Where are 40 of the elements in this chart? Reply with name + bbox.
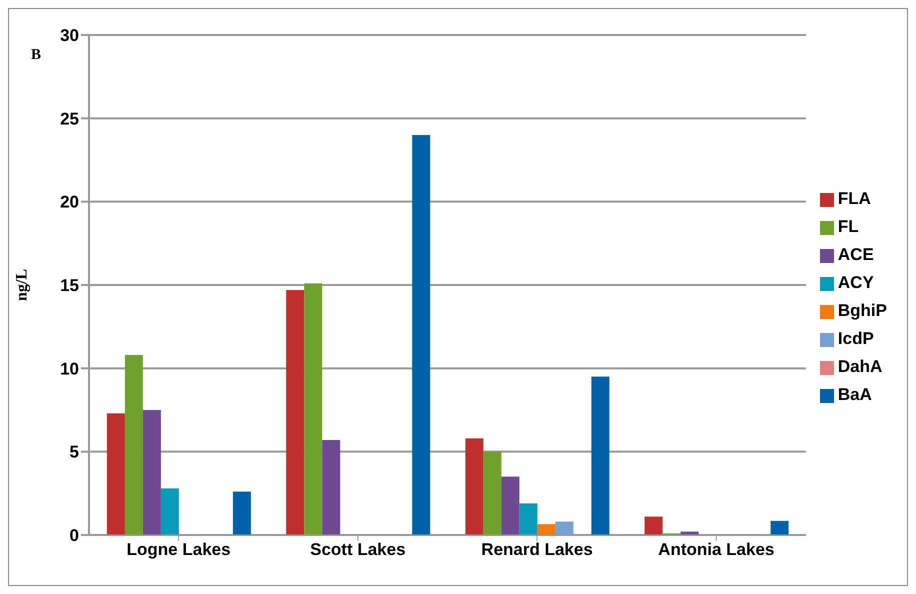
bar (770, 520, 789, 535)
legend-label: FL (838, 217, 859, 236)
bar (160, 488, 179, 535)
x-tick-label: Antonia Lakes (658, 540, 774, 560)
bar (555, 522, 574, 535)
legend-label: ACE (838, 245, 874, 264)
x-tick-label: Logne Lakes (126, 540, 231, 560)
legend-label: BghiP (838, 301, 887, 320)
bar (501, 476, 520, 535)
bar (322, 440, 340, 535)
x-tick-label: Renard Lakes (481, 540, 593, 560)
bar (537, 524, 556, 535)
bar (465, 438, 484, 535)
y-tick-label: 10 (60, 359, 79, 378)
bar (644, 516, 663, 535)
text: B (31, 47, 42, 64)
y-tick-label: 25 (60, 109, 79, 128)
bar (483, 452, 502, 535)
y-tick-label: 30 (60, 26, 79, 46)
y-tick-label: 20 (60, 192, 79, 212)
legend-label: DahA (838, 357, 882, 376)
bar (124, 355, 143, 535)
bar (286, 290, 304, 535)
bar (519, 503, 538, 535)
legend-label: BaA (838, 385, 872, 404)
legend-label: FLA (838, 189, 871, 208)
legend-label: IcdP (838, 329, 874, 348)
bar (412, 135, 430, 535)
bar (106, 413, 125, 535)
y-tick-label: 15 (60, 276, 79, 296)
legend-label: ACY (838, 273, 874, 292)
bar (591, 376, 610, 535)
y-tick-label: 5 (70, 442, 79, 462)
y-tick-label: 0 (70, 526, 79, 546)
bar (232, 492, 251, 535)
y-axis-title: ng/L (14, 268, 31, 302)
bar (142, 410, 161, 535)
x-tick-label: Scott Lakes (310, 540, 406, 560)
bar (680, 532, 699, 535)
bar (304, 283, 322, 535)
